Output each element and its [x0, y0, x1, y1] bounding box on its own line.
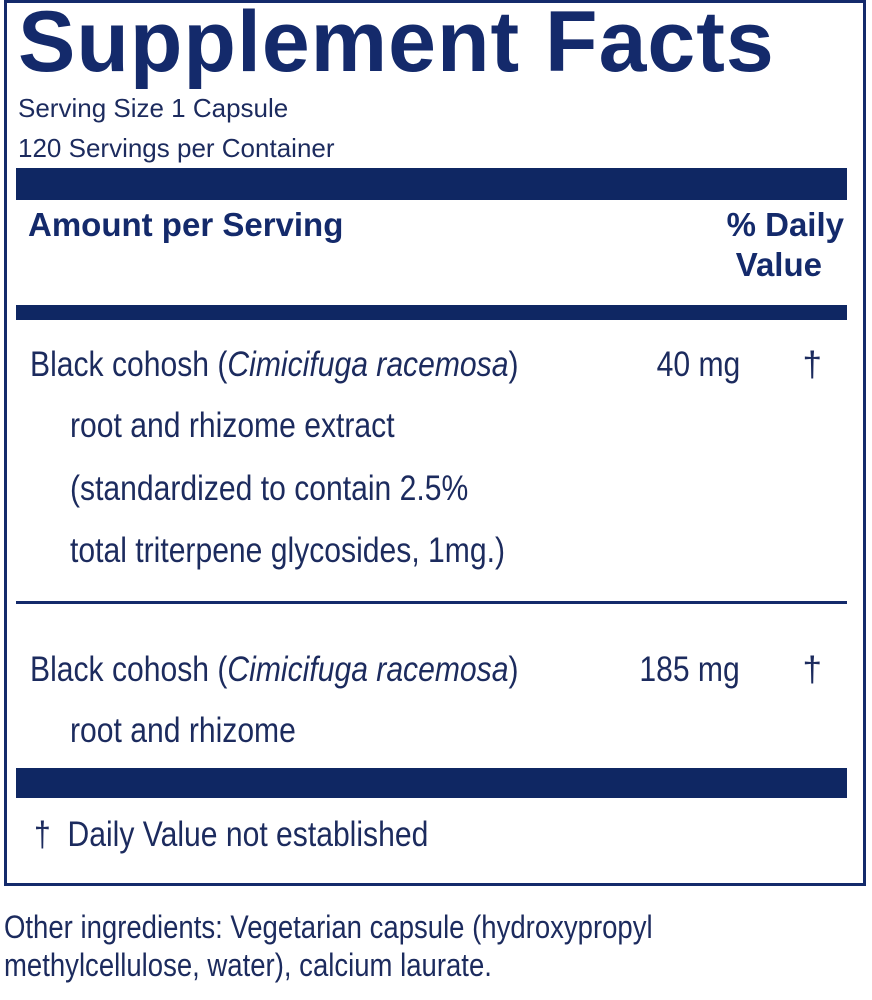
ingredient-row-2-name: Black cohosh (Cimicifuga racemosa) [30, 650, 519, 689]
ingredient-row-2-detail: root and rhizome [70, 711, 296, 750]
daily-value-header-line1: % Daily [726, 206, 844, 243]
panel-title: Supplement Facts [18, 0, 775, 90]
ingredient-row-1-detail: (standardized to contain 2.5% [70, 469, 469, 508]
other-ingredients-line2: methylcellulose, water), calcium laurate… [4, 947, 492, 983]
ingredient-row-1-detail: total triterpene glycosides, 1mg.) [70, 531, 505, 570]
ingredient-row-1-detail: root and rhizome extract [70, 406, 395, 445]
thin-divider [16, 601, 847, 604]
medium-divider [16, 305, 847, 320]
serving-size: Serving Size 1 Capsule [18, 93, 289, 123]
footnote: † Daily Value not established [34, 815, 429, 854]
ingredient-row-2-amount: 185 mg [639, 650, 740, 689]
ingredient-row-1-dv: † [802, 345, 822, 384]
amount-per-serving-header: Amount per Serving [28, 206, 344, 243]
daily-value-header: % Daily Value [727, 205, 844, 285]
ingredient-row-1-name: Black cohosh (Cimicifuga racemosa) [30, 345, 519, 384]
supplement-facts-panel [4, 0, 866, 886]
thick-divider [16, 168, 847, 200]
other-ingredients-line1: Other ingredients: Vegetarian capsule (h… [4, 909, 653, 945]
ingredient-row-1-amount: 40 mg [656, 345, 740, 384]
servings-per-container: 120 Servings per Container [18, 133, 335, 163]
thick-divider [16, 768, 847, 798]
daily-value-header-line2: Value [735, 246, 822, 283]
ingredient-row-2-dv: † [802, 650, 822, 689]
